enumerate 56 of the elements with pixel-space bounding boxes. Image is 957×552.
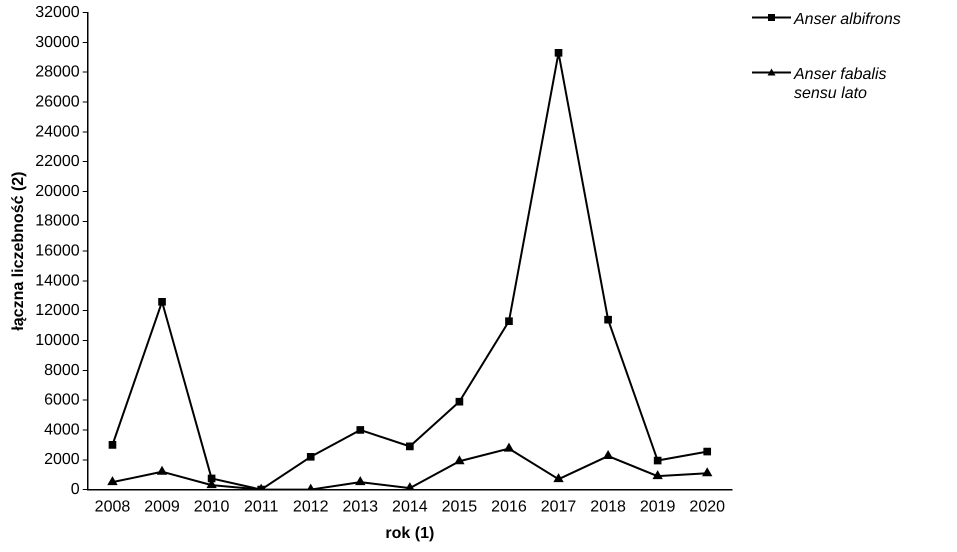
y-tick-label: 22000 [35, 153, 80, 170]
x-axis-title: rok (1) [385, 524, 434, 542]
point [108, 477, 117, 486]
x-tick-label: 2014 [392, 498, 428, 516]
x-tick-label: 2008 [94, 498, 130, 516]
y-tick-label: 30000 [35, 34, 80, 51]
point [208, 474, 216, 482]
legend-label: Anser albifrons [794, 10, 902, 29]
y-tick-label: 32000 [35, 4, 80, 22]
point [554, 474, 563, 482]
y-tick-label: 0 [70, 481, 80, 498]
y-tick-label: 12000 [35, 302, 80, 320]
y-tick-label: 28000 [35, 64, 80, 81]
y-tick-label: 10000 [35, 332, 80, 349]
x-tick-label: 2016 [491, 498, 527, 516]
y-tick-label: 6000 [44, 392, 80, 409]
y-tick-label: 2000 [44, 451, 80, 468]
x-tick-label: 2019 [640, 498, 676, 516]
point [604, 316, 612, 324]
y-tick-label: 20000 [35, 182, 80, 200]
point [406, 442, 414, 450]
point [405, 483, 414, 490]
legend-label: Anser fabalis sensu lato [794, 65, 888, 103]
point [702, 468, 712, 476]
x-tick-label: 2015 [442, 498, 478, 516]
point [356, 477, 365, 486]
y-axis-title: łączna liczebność (2) [10, 172, 28, 331]
y-tick-label: 8000 [44, 362, 80, 379]
y-tick-label: 16000 [35, 242, 80, 260]
point [456, 398, 464, 406]
point [108, 441, 116, 449]
x-tick-label: 2009 [144, 498, 180, 516]
point [306, 452, 315, 461]
x-tick-label: 2012 [292, 498, 329, 516]
y-tick-label: 4000 [44, 421, 80, 438]
point [504, 444, 514, 452]
x-tick-label: 2018 [590, 498, 626, 516]
point [703, 448, 712, 456]
point [654, 456, 662, 464]
point [356, 426, 364, 434]
x-tick-label: 2013 [342, 498, 378, 516]
point [505, 317, 513, 325]
point [158, 466, 166, 475]
x-tick-label: 2011 [244, 498, 278, 516]
x-tick-label: 2010 [194, 498, 230, 516]
point [653, 471, 662, 480]
y-tick-label: 18000 [35, 212, 80, 230]
point [454, 456, 464, 464]
y-tick-label: 24000 [35, 123, 80, 140]
point [554, 49, 562, 57]
y-tick-label: 14000 [35, 272, 80, 290]
x-tick-label: 2017 [540, 498, 576, 516]
point [604, 451, 613, 460]
point [158, 298, 166, 306]
x-tick-label: 2020 [689, 498, 726, 516]
y-tick-label: 26000 [35, 93, 80, 110]
